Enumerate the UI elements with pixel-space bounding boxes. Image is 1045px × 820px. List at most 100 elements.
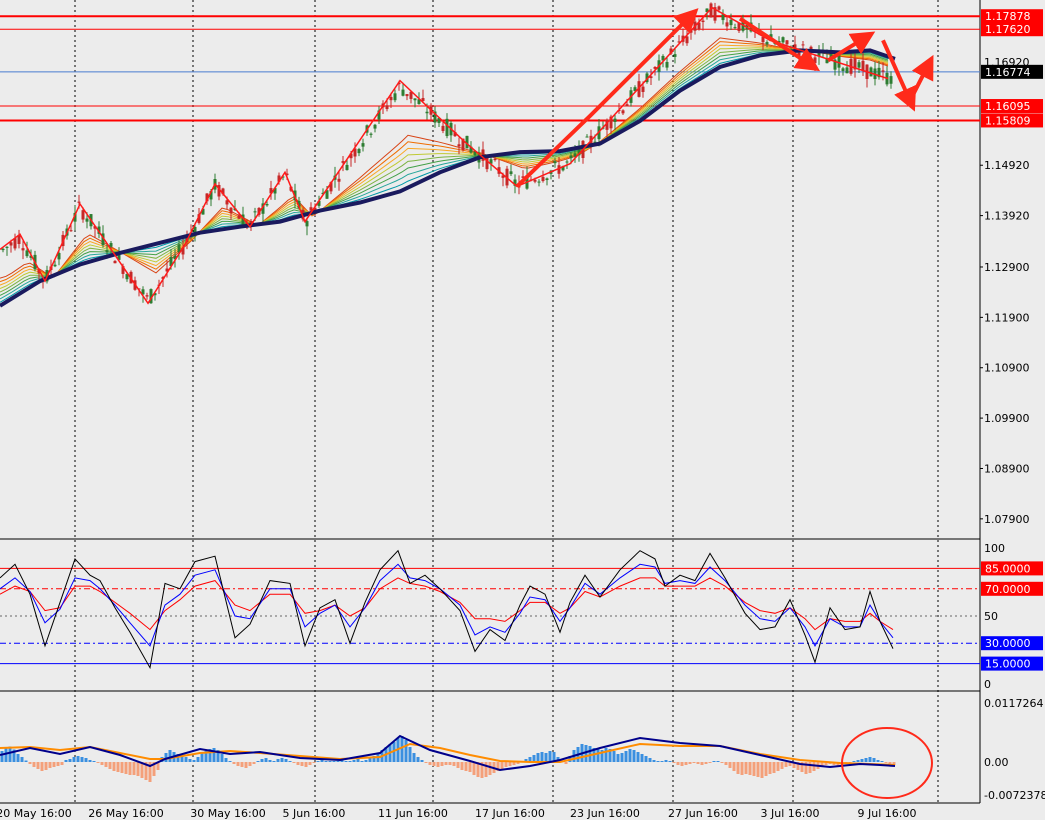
candle-body xyxy=(81,210,85,220)
macd-histogram-bar xyxy=(324,761,328,762)
macd-histogram-bar xyxy=(508,762,512,766)
candle-body xyxy=(649,76,653,79)
stochastic-axis-tick-label: 0 xyxy=(984,678,991,691)
candle-body xyxy=(325,190,329,199)
macd-histogram-bar xyxy=(8,746,12,762)
macd-histogram-bar xyxy=(252,762,256,764)
candle-body xyxy=(889,76,893,84)
candle-body xyxy=(329,182,333,192)
ribbon-ma-line xyxy=(0,49,889,300)
candle-body xyxy=(37,269,41,274)
macd-histogram-bar xyxy=(788,762,792,766)
macd-histogram-bar xyxy=(728,762,732,768)
macd-histogram-bar xyxy=(100,762,104,765)
candle-body xyxy=(145,295,149,297)
ribbon-ma-line xyxy=(0,48,889,293)
macd-histogram-bar xyxy=(92,761,96,762)
macd-histogram-bar xyxy=(292,762,296,763)
candle-body xyxy=(509,171,513,175)
macd-histogram-bar xyxy=(784,762,788,767)
candle-body xyxy=(177,244,181,253)
trend-arrows xyxy=(515,8,934,188)
candle-body xyxy=(281,176,285,178)
macd-histogram-bar xyxy=(692,762,696,763)
candle-body xyxy=(217,184,221,197)
macd-axis-tick-label: -0.0072378 xyxy=(984,789,1045,802)
macd-histogram-bar xyxy=(24,760,28,762)
macd-histogram-bar xyxy=(476,762,480,777)
candle-body xyxy=(861,60,865,71)
stochastic-pane[interactable]: 85.0000 70.0000 30.0000 15.0000 100 50 0 xyxy=(0,542,1043,691)
macd-histogram-bar xyxy=(544,753,548,762)
macd-histogram-bar xyxy=(68,759,72,762)
candle-body xyxy=(785,40,789,45)
macd-histogram-bar xyxy=(180,755,184,762)
price-axis-ticks: 1.14920 1.13920 1.12900 1.11900 1.10900 1.099… xyxy=(980,159,1030,526)
macd-histogram-bar xyxy=(328,761,332,762)
macd-histogram-bar xyxy=(680,762,684,766)
macd-histogram-bar xyxy=(188,759,192,762)
stochastic-level-tag xyxy=(981,636,1043,651)
candle-body xyxy=(577,146,581,156)
macd-histogram-bar xyxy=(708,762,712,763)
macd-histogram-bar xyxy=(184,757,188,762)
macd-histogram-bar xyxy=(588,746,592,762)
candle-body xyxy=(141,289,145,295)
price-pane[interactable]: 1.14920 1.13920 1.12900 1.11900 1.10900 1.099… xyxy=(0,2,1043,526)
macd-histogram-bar xyxy=(744,762,748,774)
macd-histogram-bar xyxy=(796,762,800,770)
macd-histogram-bar xyxy=(248,762,252,766)
candle-body xyxy=(17,234,21,244)
macd-histogram-bar xyxy=(72,757,76,762)
candle-body xyxy=(305,221,309,227)
macd-histogram-bar xyxy=(116,762,120,772)
macd-lines xyxy=(0,734,896,772)
ribbon-moving-averages xyxy=(0,37,889,303)
macd-histogram-bar xyxy=(416,757,420,762)
candle-body xyxy=(645,73,649,83)
macd-histogram-bar xyxy=(20,757,24,762)
candle-body xyxy=(337,178,341,182)
macd-histogram-bar xyxy=(76,756,80,762)
candle-body xyxy=(733,27,737,29)
candle-body xyxy=(253,211,257,213)
candle-body xyxy=(25,250,29,257)
stochastic-signal-line xyxy=(0,563,894,647)
candle-body xyxy=(53,264,57,267)
macd-histogram-bar xyxy=(176,754,180,762)
candle-body xyxy=(409,91,413,99)
price-level-tag xyxy=(981,9,1043,24)
candle-body xyxy=(13,238,17,249)
candle-body xyxy=(441,125,445,131)
candle-body xyxy=(461,138,465,151)
macd-histogram-bar xyxy=(148,762,152,782)
candle-body xyxy=(309,207,313,211)
macd-histogram-bar xyxy=(564,762,568,764)
time-axis-label: 3 Jul 16:00 xyxy=(761,807,820,820)
candle-body xyxy=(109,243,113,247)
stochastic-level-tag-text: 30.0000 xyxy=(985,637,1031,650)
macd-histogram-bar xyxy=(208,749,212,762)
time-axis-label: 17 Jun 16:00 xyxy=(475,807,545,820)
macd-histogram-bar xyxy=(732,762,736,771)
macd-histogram-bar xyxy=(28,762,32,764)
macd-histogram-bar xyxy=(232,762,236,764)
macd-pane[interactable]: 0.0117264 0.00 -0.0072378 xyxy=(0,697,1045,802)
macd-histogram-bar xyxy=(820,762,824,767)
price-axis-tick-label: 1.08900 xyxy=(984,462,1030,475)
macd-histogram-bar xyxy=(124,762,128,774)
macd-histogram-bar xyxy=(64,760,68,762)
candle-body xyxy=(401,89,405,96)
macd-histogram-bar xyxy=(304,762,308,767)
macd-histogram-bar xyxy=(600,750,604,762)
candle-body xyxy=(349,153,353,159)
macd-histogram-bar xyxy=(168,750,172,762)
macd-histogram-bar xyxy=(432,762,436,766)
candle-body xyxy=(669,48,673,54)
price-level-tag-text: 1.17878 xyxy=(985,10,1031,23)
candle-body xyxy=(21,248,25,251)
macd-histogram-bar xyxy=(636,752,640,762)
macd-histogram-bar xyxy=(496,762,500,771)
